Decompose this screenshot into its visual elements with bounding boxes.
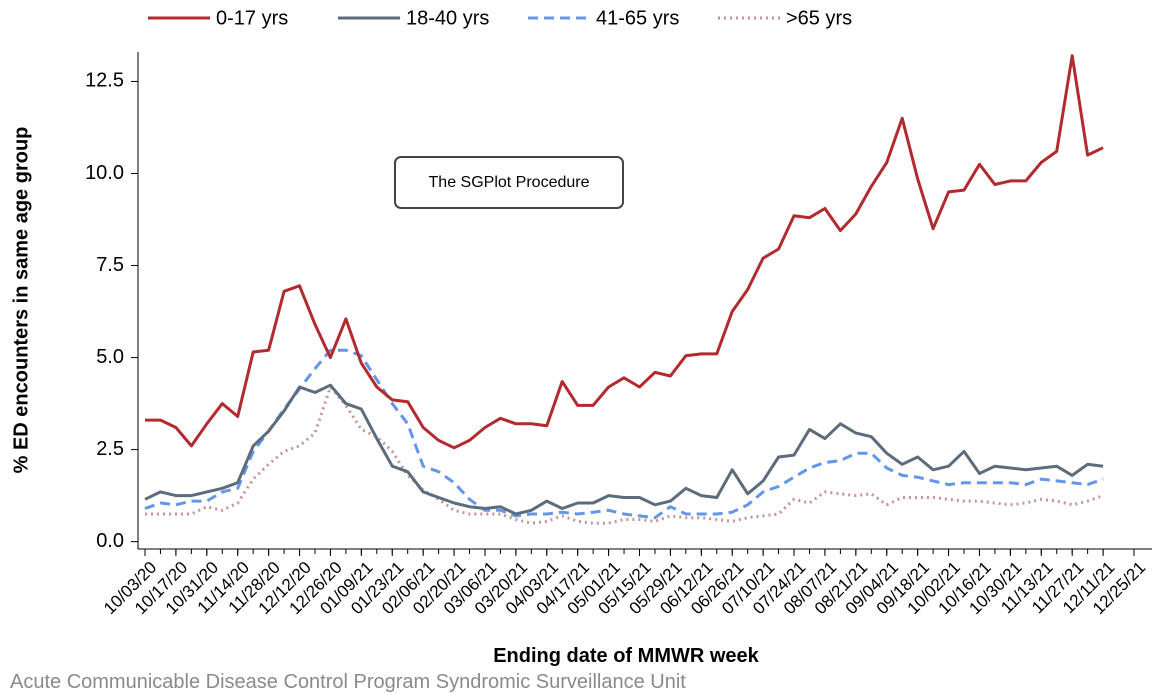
x-axis-title: Ending date of MMWR week xyxy=(493,645,759,667)
legend-label: 18-40 yrs xyxy=(406,7,489,29)
y-tick-label: 10.0 xyxy=(85,162,124,184)
y-tick-label: 12.5 xyxy=(85,70,124,92)
annotation-box xyxy=(394,156,624,209)
y-tick-label: 7.5 xyxy=(96,254,124,276)
y-tick-label: 2.5 xyxy=(96,438,124,460)
annotation: The SGPlot Procedure xyxy=(429,174,590,191)
legend-label: >65 yrs xyxy=(786,7,852,29)
footer: Acute Communicable Disease Control Progr… xyxy=(10,671,686,693)
y-axis-title: % ED encounters in same age group xyxy=(10,127,32,474)
legend-label: 0-17 yrs xyxy=(216,7,288,29)
series-line xyxy=(145,54,1104,450)
series-line xyxy=(144,348,1104,520)
legend-label: 41-65 yrs xyxy=(596,7,679,29)
y-tick-label: 5.0 xyxy=(96,346,124,368)
series-line xyxy=(144,383,1104,516)
y-tick-label: 0.0 xyxy=(96,530,124,552)
